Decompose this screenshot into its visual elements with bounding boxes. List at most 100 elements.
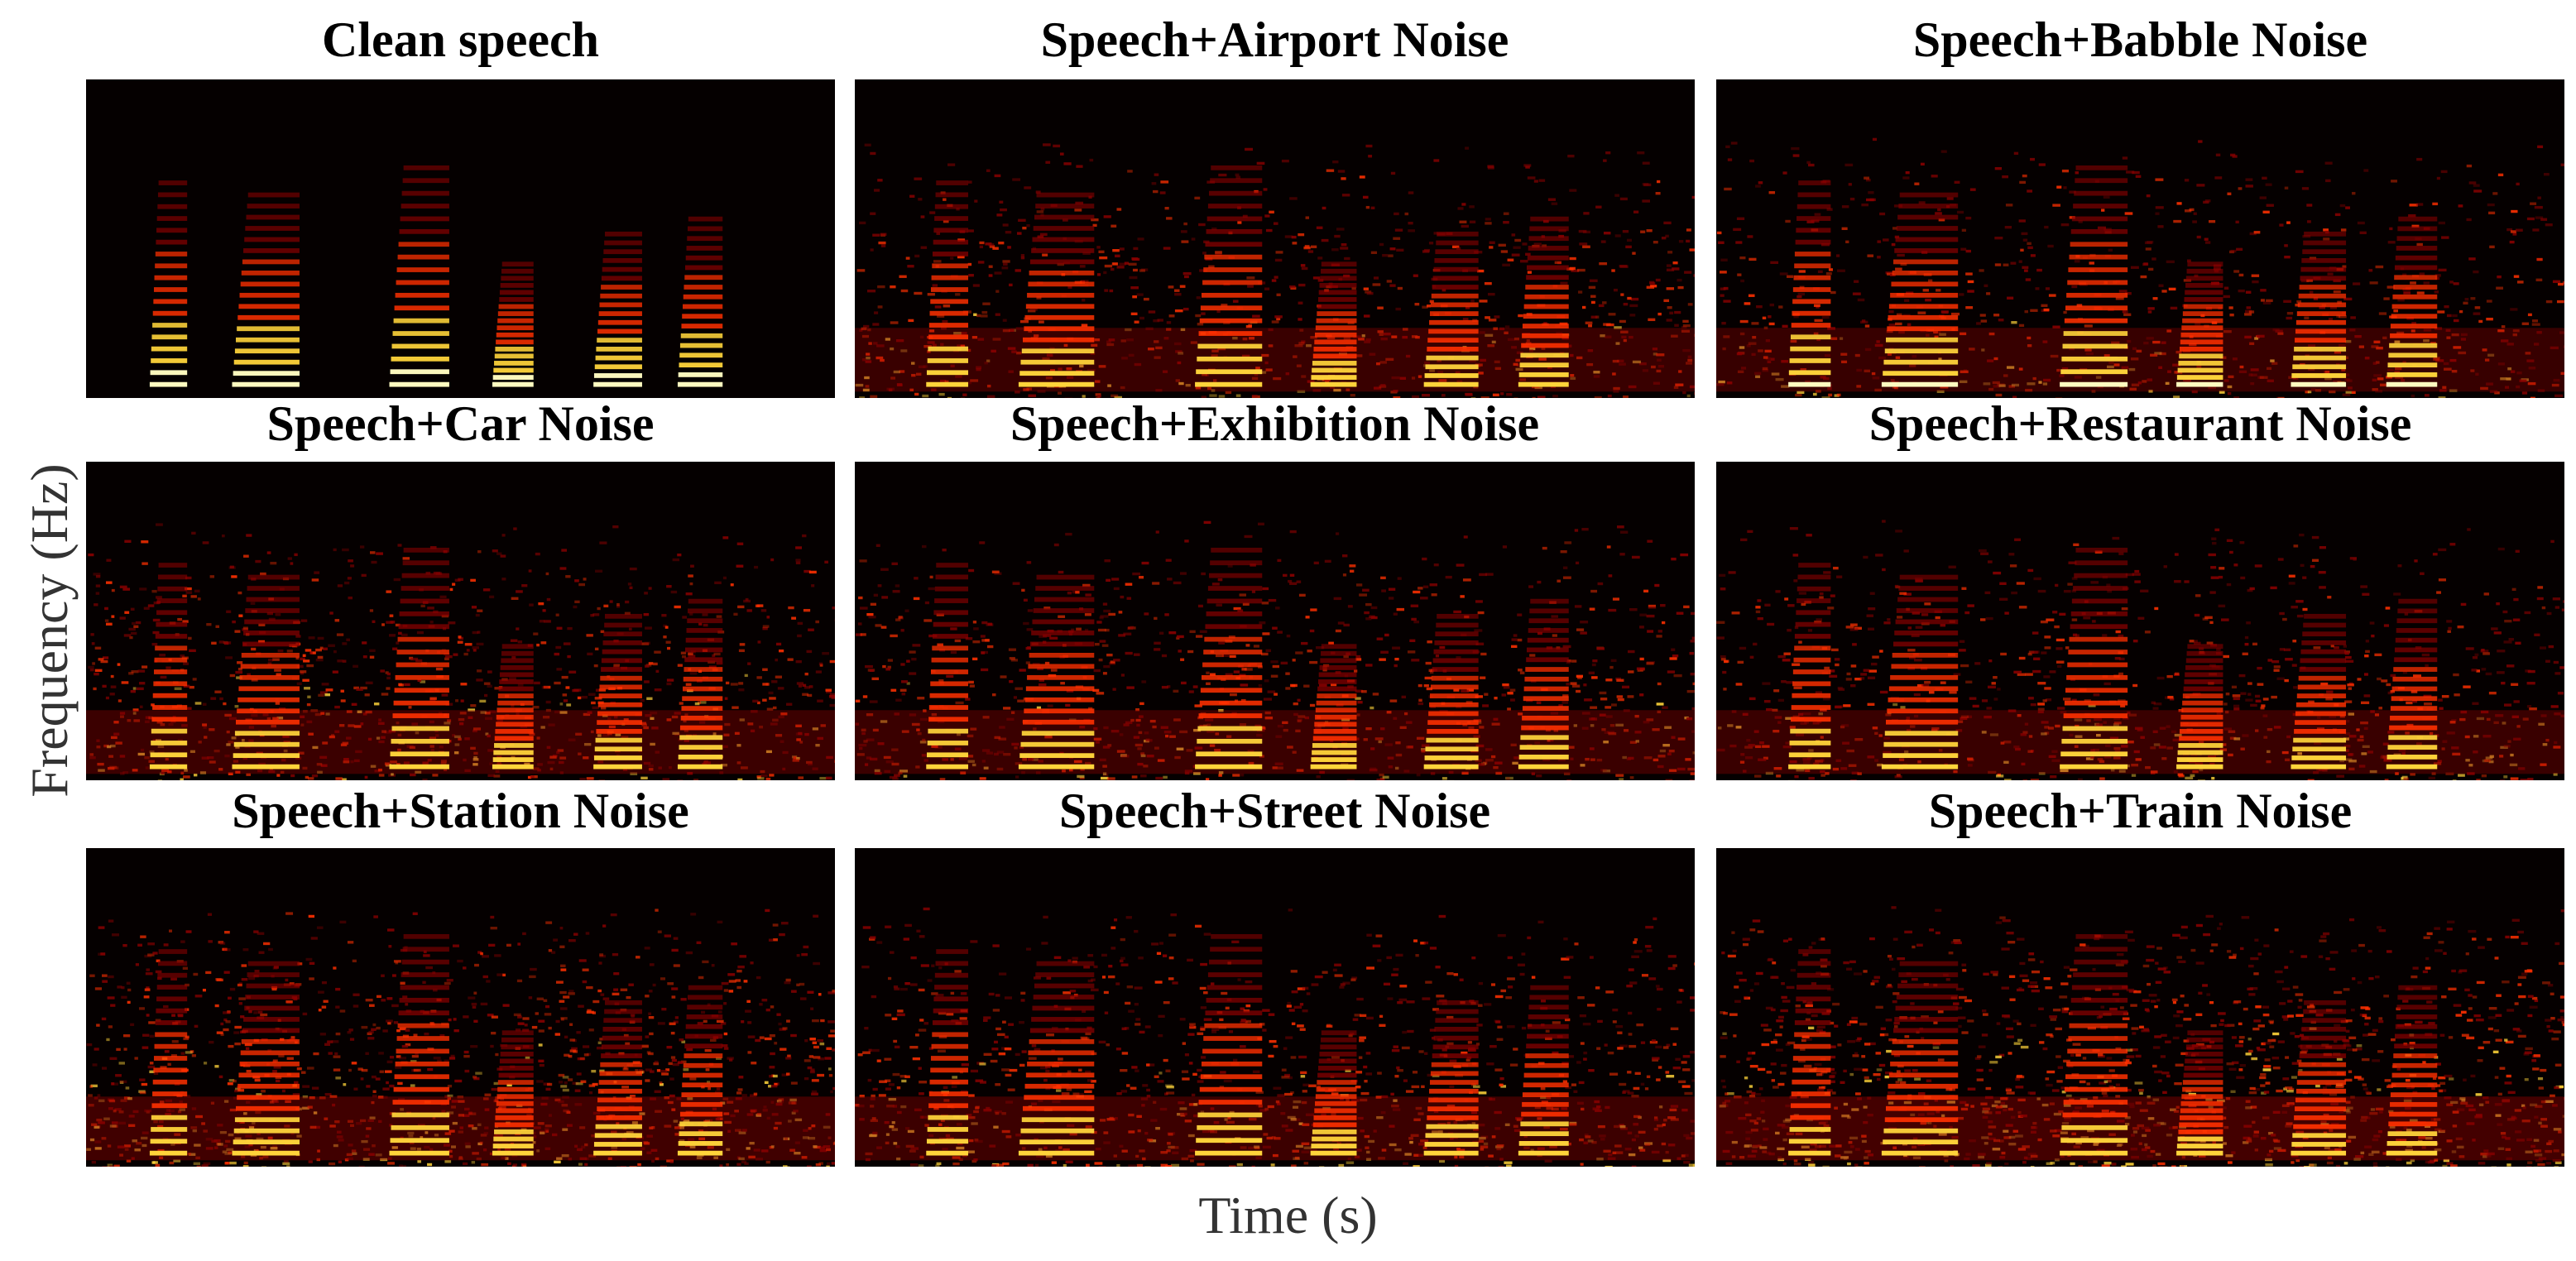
- noise-speckle: [1603, 741, 1609, 744]
- noise-speckle: [473, 763, 478, 766]
- harmonic-band: [1313, 729, 1357, 734]
- noise-speckle: [720, 763, 728, 767]
- noise-speckle: [1553, 729, 1559, 732]
- noise-speckle: [770, 722, 778, 726]
- noise-speckle: [1608, 574, 1613, 578]
- noise-speckle: [1245, 324, 1252, 328]
- noise-speckle: [1794, 774, 1799, 779]
- noise-speckle: [1341, 194, 1350, 197]
- noise-speckle: [887, 659, 893, 662]
- harmonic-band: [678, 755, 723, 760]
- noise-speckle: [1342, 726, 1349, 730]
- noise-speckle: [2028, 735, 2033, 738]
- spectrogram-svg: [855, 143, 1695, 398]
- harmonic-band: [680, 333, 723, 338]
- harmonic-band: [2178, 361, 2223, 366]
- noise-speckle: [2244, 309, 2252, 314]
- noise-speckle: [1251, 394, 1258, 398]
- noise-speckle: [266, 551, 271, 554]
- noise-speckle: [2235, 220, 2239, 224]
- noise-speckle: [1402, 335, 1408, 339]
- noise-speckle: [1816, 338, 1821, 342]
- noise-speckle: [332, 670, 338, 674]
- noise-speckle: [1615, 342, 1620, 345]
- noise-speckle: [180, 654, 185, 658]
- noise-speckle: [2506, 343, 2514, 346]
- harmonic-band: [1790, 346, 1831, 352]
- noise-speckle: [2090, 581, 2099, 584]
- harmonic-band: [932, 634, 969, 639]
- noise-speckle: [2113, 717, 2121, 721]
- noise-speckle: [2376, 347, 2383, 350]
- noise-speckle: [470, 746, 476, 750]
- noise-speckle: [131, 669, 139, 674]
- harmonic-band: [1518, 764, 1569, 770]
- noise-speckle: [267, 662, 272, 665]
- noise-speckle: [2481, 649, 2485, 652]
- noise-speckle: [927, 350, 931, 353]
- noise-speckle: [1909, 364, 1916, 367]
- noise-speckle: [1590, 758, 1595, 761]
- noise-speckle: [1418, 698, 1422, 702]
- noise-speckle: [340, 699, 346, 702]
- harmonic-band: [1788, 370, 1831, 376]
- noise-speckle: [307, 695, 311, 698]
- noise-speckle: [1058, 570, 1064, 574]
- noise-speckle: [496, 762, 501, 765]
- noise-speckle: [209, 728, 215, 731]
- noise-speckle: [544, 620, 551, 623]
- noise-speckle: [643, 761, 651, 765]
- harmonic-band: [597, 338, 642, 343]
- noise-speckle: [1154, 340, 1159, 343]
- noise-speckle: [1574, 605, 1582, 608]
- noise-speckle: [1020, 254, 1025, 257]
- noise-speckle: [1557, 579, 1561, 583]
- noise-speckle: [2344, 378, 2350, 381]
- noise-speckle: [2275, 329, 2283, 333]
- noise-speckle: [2150, 353, 2158, 357]
- noise-speckle: [1326, 169, 1335, 172]
- noise-speckle: [1502, 683, 1509, 687]
- noise-speckle: [1355, 689, 1363, 693]
- noise-speckle: [1691, 611, 1695, 616]
- harmonic-band: [2396, 236, 2438, 242]
- noise-speckle: [1079, 265, 1086, 268]
- noise-speckle: [447, 719, 452, 722]
- noise-speckle: [1638, 362, 1647, 366]
- harmonic-band: [926, 764, 969, 770]
- noise-speckle: [898, 616, 903, 619]
- noise-speckle: [1469, 359, 1476, 362]
- spectrogram-panel: [86, 79, 835, 398]
- noise-speckle: [1111, 729, 1120, 733]
- harmonic-band: [1319, 283, 1357, 288]
- noise-speckle: [1002, 223, 1009, 227]
- noise-speckle: [2363, 694, 2371, 698]
- harmonic-band: [1019, 753, 1095, 759]
- noise-speckle: [1562, 566, 1568, 569]
- noise-speckle: [1185, 383, 1191, 387]
- harmonic-band: [1024, 708, 1095, 714]
- noise-speckle: [1617, 698, 1624, 702]
- noise-speckle: [160, 723, 165, 726]
- noise-speckle: [1218, 641, 1226, 645]
- noise-speckle: [1629, 776, 1634, 779]
- noise-speckle: [719, 771, 724, 774]
- noise-speckle: [1175, 379, 1180, 382]
- harmonic-band: [2390, 333, 2438, 338]
- noise-speckle: [1113, 659, 1120, 662]
- noise-speckle: [1686, 717, 1693, 721]
- noise-speckle: [645, 626, 652, 630]
- noise-speckle: [2130, 266, 2139, 269]
- noise-speckle: [1689, 385, 1695, 389]
- noise-speckle: [356, 688, 363, 692]
- noise-speckle: [981, 749, 991, 752]
- noise-speckle: [231, 575, 237, 578]
- noise-speckle: [1821, 396, 1830, 398]
- noise-speckle: [828, 695, 835, 698]
- harmonic-band: [1528, 628, 1569, 633]
- noise-speckle: [829, 659, 835, 664]
- noise-speckle: [340, 689, 344, 693]
- noise-speckle: [1120, 755, 1130, 758]
- noise-speckle: [2344, 700, 2353, 703]
- noise-speckle: [895, 338, 904, 343]
